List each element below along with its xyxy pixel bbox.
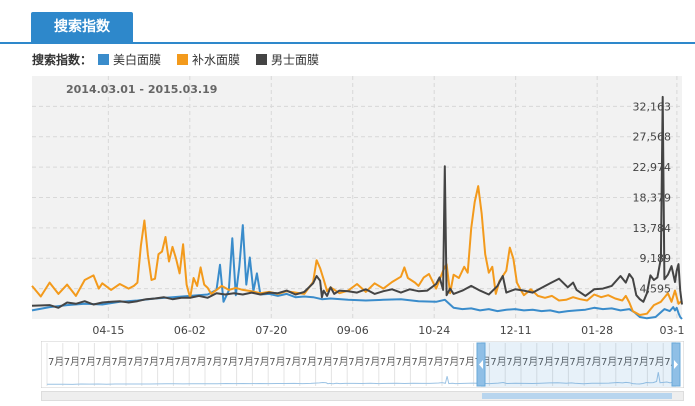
navigator-tick-label: 7月 <box>332 356 348 368</box>
x-tick-label: 03-1 <box>660 324 685 335</box>
x-tick-labels: 04-15 06-02 07-20 09-06 10-24 12-11 01-28 03-1 <box>92 324 684 335</box>
navigator-tick-label: 7月 <box>490 356 506 368</box>
x-tick-label: 12-11 <box>500 324 532 335</box>
series-line-0 <box>31 224 683 320</box>
grid-lines <box>32 76 682 319</box>
navigator-tick-label: 7月 <box>585 356 601 368</box>
legend-item-men[interactable]: 男士面膜 <box>256 51 319 68</box>
x-tick-label: 01-28 <box>581 324 613 335</box>
legend-swatch-men <box>256 53 268 65</box>
y-tick-label: 13,784 <box>633 222 672 235</box>
line-chart: 2014.03.01 - 2015.03.19 4,595 9,189 13,784… <box>31 76 684 335</box>
navigator-tick-label: 7月 <box>111 356 127 368</box>
navigator-series <box>47 372 678 385</box>
tab-bar: 搜索指数 <box>0 0 695 44</box>
legend-swatch-hydrating <box>177 53 189 65</box>
legend-text-whitening: 美白面膜 <box>113 52 162 67</box>
navigator-tick-label: 7月 <box>364 356 380 368</box>
navigator-tick-label: 7月 <box>459 356 475 368</box>
navigator-tick-label: 7月 <box>538 356 554 368</box>
legend-text-men: 男士面膜 <box>271 52 320 67</box>
navigator-tick-label: 7月 <box>127 356 143 368</box>
navigator-tick-label: 7月 <box>522 356 538 368</box>
series-line-2 <box>31 95 683 309</box>
navigator-tick-label: 7月 <box>554 356 570 368</box>
y-tick-label: 18,379 <box>633 191 672 204</box>
legend: 搜索指数： 美白面膜 补水面膜 男士面膜 <box>32 50 335 68</box>
navigator-tick-label: 7月 <box>206 356 222 368</box>
navigator-tick-label: 7月 <box>617 356 633 368</box>
navigator-tick-label: 7月 <box>648 356 664 368</box>
navigator-tick-label: 7月 <box>601 356 617 368</box>
legend-text-hydrating: 补水面膜 <box>192 52 241 67</box>
range-navigator[interactable]: 7月 7月 7月 7月 7月 7月 7月 7月 7月 7月 7月 7月 7月 7月 7月 7月 7月 7月 7月 7月… <box>41 341 684 388</box>
navigator-tick-label: 7月 <box>143 356 159 368</box>
x-tick-label: 07-20 <box>255 324 287 335</box>
y-tick-label: 4,595 <box>640 283 672 296</box>
navigator-ticks: 7月 7月 7月 7月 7月 7月 7月 7月 7月 7月 7月 7月 7月 7月 7月 7月 7月 7月 7月 7月… <box>46 343 681 386</box>
x-tick-label: 06-02 <box>174 324 206 335</box>
legend-item-hydrating[interactable]: 补水面膜 <box>177 51 240 68</box>
y-tick-label: 22,974 <box>633 161 672 174</box>
legend-item-whitening[interactable]: 美白面膜 <box>98 51 161 68</box>
navigator-tick-label: 7月 <box>633 356 649 368</box>
navigator-tick-label: 7月 <box>348 356 364 368</box>
y-tick-label: 27,568 <box>633 131 672 144</box>
y-tick-label: 32,163 <box>633 100 672 113</box>
navigator-tick-label: 7月 <box>380 356 396 368</box>
series-line-1 <box>31 185 683 316</box>
y-tick-labels: 4,595 9,189 13,784 18,379 22,974 27,568 32,163 <box>633 100 672 295</box>
navigator-tick-label: 7月 <box>174 356 190 368</box>
navigator-tick-label: 7月 <box>301 356 317 368</box>
navigator-tick-label: 7月 <box>253 356 269 368</box>
navigator-tick-label: 7月 <box>506 356 522 368</box>
navigator-tick-label: 7月 <box>48 356 64 368</box>
navigator-tick-label: 7月 <box>443 356 459 368</box>
navigator-tick-label: 7月 <box>285 356 301 368</box>
x-tick-label: 04-15 <box>92 324 124 335</box>
navigator-tick-label: 7月 <box>80 356 96 368</box>
legend-swatch-whitening <box>98 53 110 65</box>
navigator-tick-label: 7月 <box>64 356 80 368</box>
navigator-tick-label: 7月 <box>238 356 254 368</box>
navigator-tick-label: 7月 <box>95 356 111 368</box>
date-range-label: 2014.03.01 - 2015.03.19 <box>66 83 217 96</box>
scrollbar-thumb[interactable] <box>482 393 672 399</box>
navigator-tick-label: 7月 <box>317 356 333 368</box>
series-lines <box>31 95 683 320</box>
navigator-tick-label: 7月 <box>411 356 427 368</box>
scrollbar[interactable] <box>41 391 684 401</box>
navigator-tick-label: 7月 <box>569 356 585 368</box>
navigator-tick-label: 7月 <box>269 356 285 368</box>
navigator-tick-label: 7月 <box>427 356 443 368</box>
right-handle-arrow-icon <box>674 360 678 369</box>
navigator-tick-label: 7月 <box>222 356 238 368</box>
left-handle-arrow-icon <box>479 360 483 369</box>
legend-label: 搜索指数： <box>32 52 93 67</box>
tab-search-index[interactable]: 搜索指数 <box>31 12 133 42</box>
navigator-selection[interactable] <box>481 342 676 387</box>
navigator-tick-label: 7月 <box>396 356 412 368</box>
navigator-tick-label: 7月 <box>190 356 206 368</box>
y-tick-label: 9,189 <box>640 252 672 265</box>
x-tick-label: 09-06 <box>337 324 369 335</box>
navigator-tick-label: 7月 <box>159 356 175 368</box>
x-tick-label: 10-24 <box>418 324 450 335</box>
